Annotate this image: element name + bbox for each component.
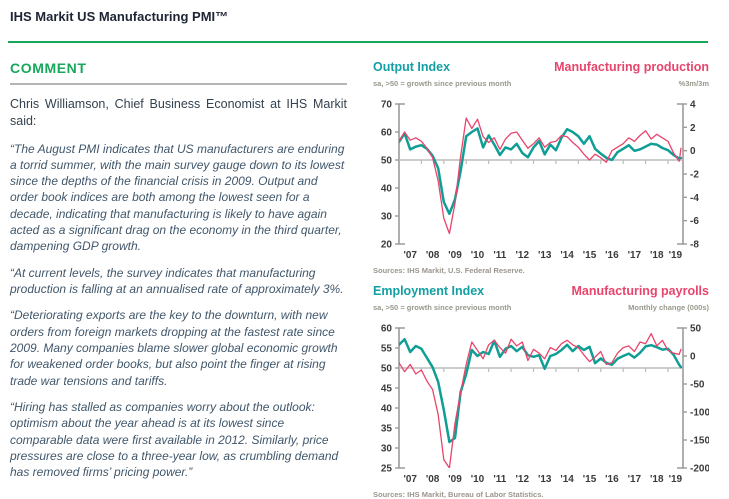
svg-text:45: 45	[381, 384, 393, 395]
svg-text:'14: '14	[560, 250, 574, 261]
output-chart-subtitle-left: sa, >50 = growth since previous month	[373, 79, 512, 88]
svg-text:2: 2	[690, 123, 696, 134]
output-chart-source: Sources: IHS Markit, U.S. Federal Reserv…	[373, 266, 525, 275]
comment-intro: Chris Williamson, Chief Business Economi…	[10, 97, 347, 129]
svg-text:'13: '13	[538, 474, 552, 485]
output-chart-title-left: Output Index	[373, 60, 451, 74]
employment-index-chart: Employment Index Manufacturing payrolls …	[373, 284, 711, 499]
svg-text:40: 40	[381, 184, 393, 195]
comment-paragraph: “The August PMI indicates that US manufa…	[10, 141, 345, 254]
svg-text:'12: '12	[516, 474, 530, 485]
employment-chart-title-left: Employment Index	[373, 284, 485, 298]
svg-text:60: 60	[381, 128, 393, 139]
svg-text:4: 4	[690, 100, 696, 111]
title-divider	[8, 41, 708, 43]
svg-text:50: 50	[381, 364, 393, 375]
employment-chart-plot: 60 55 50 45 40 35 30 25 50 0 -50 -100 -150 -200 '07 '08…	[373, 320, 711, 492]
employment-chart-title-right: Manufacturing payrolls	[571, 284, 709, 298]
output-chart-title-right: Manufacturing production	[554, 60, 709, 74]
employment-chart-subtitle-right: Monthly change (000s)	[628, 303, 709, 312]
svg-text:'18: '18	[650, 250, 664, 261]
svg-text:25: 25	[381, 464, 393, 475]
svg-text:'15: '15	[583, 474, 597, 485]
svg-text:'16: '16	[605, 250, 619, 261]
page-title: IHS Markit US Manufacturing PMI™	[10, 9, 229, 24]
svg-text:30: 30	[381, 212, 393, 223]
svg-text:'12: '12	[516, 250, 530, 261]
svg-text:'11: '11	[493, 474, 506, 485]
svg-text:'19: '19	[669, 250, 683, 261]
svg-text:'16: '16	[605, 474, 619, 485]
svg-text:'09: '09	[448, 250, 462, 261]
svg-text:-150: -150	[690, 436, 709, 447]
svg-text:'07: '07	[403, 474, 417, 485]
output-chart-plot: 70 60 50 40 30 20 4 2 0 -2 -4 -6 -8'07'08'09'10'11'1…	[373, 96, 709, 268]
svg-text:-2: -2	[690, 170, 699, 181]
employment-chart-source: Sources: IHS Markit, Bureau of Labor Sta…	[373, 490, 544, 499]
svg-text:70: 70	[381, 100, 393, 111]
svg-text:'19: '19	[669, 474, 683, 485]
svg-text:'08: '08	[426, 474, 440, 485]
svg-text:60: 60	[381, 324, 393, 335]
svg-text:'08: '08	[426, 250, 440, 261]
output-chart-header: Output Index Manufacturing production sa…	[373, 60, 709, 94]
employment-chart-header: Employment Index Manufacturing payrolls …	[373, 284, 709, 318]
svg-text:-4: -4	[690, 193, 699, 204]
svg-text:'14: '14	[560, 474, 574, 485]
svg-text:0: 0	[690, 146, 696, 157]
svg-text:'07: '07	[403, 250, 417, 261]
svg-text:-6: -6	[690, 216, 699, 227]
employment-chart-subtitle-left: sa, >50 = growth since previous month	[373, 303, 512, 312]
comment-paragraph: “Hiring has stalled as companies worry a…	[10, 399, 339, 480]
svg-text:35: 35	[381, 424, 393, 435]
svg-text:40: 40	[381, 404, 393, 415]
svg-text:'10: '10	[471, 250, 485, 261]
svg-text:'17: '17	[628, 474, 642, 485]
output-index-chart: Output Index Manufacturing production sa…	[373, 60, 709, 280]
svg-text:20: 20	[381, 240, 393, 251]
svg-text:-50: -50	[690, 380, 705, 391]
comment-heading: COMMENT	[10, 60, 87, 76]
svg-text:'17: '17	[628, 250, 642, 261]
svg-text:50: 50	[690, 324, 702, 335]
svg-text:'18: '18	[650, 474, 664, 485]
svg-text:'09: '09	[448, 474, 462, 485]
svg-text:'10: '10	[471, 474, 485, 485]
comment-paragraph: “Deteriorating exports are the key to th…	[10, 308, 338, 388]
svg-text:30: 30	[381, 444, 393, 455]
svg-text:-100: -100	[690, 408, 709, 419]
comment-divider	[10, 83, 347, 85]
svg-text:'11: '11	[493, 250, 506, 261]
svg-text:55: 55	[381, 344, 393, 355]
svg-text:50: 50	[381, 156, 393, 167]
comment-section: COMMENT Chris Williamson, Chief Business…	[10, 60, 347, 490]
svg-text:0: 0	[690, 352, 696, 363]
output-chart-subtitle-right: %3m/3m	[678, 79, 709, 88]
svg-text:'13: '13	[538, 250, 552, 261]
comment-paragraph: “At current levels, the survey indicates…	[10, 265, 344, 296]
svg-text:-8: -8	[690, 240, 699, 251]
svg-text:'15: '15	[583, 250, 597, 261]
svg-text:-200: -200	[690, 464, 709, 475]
